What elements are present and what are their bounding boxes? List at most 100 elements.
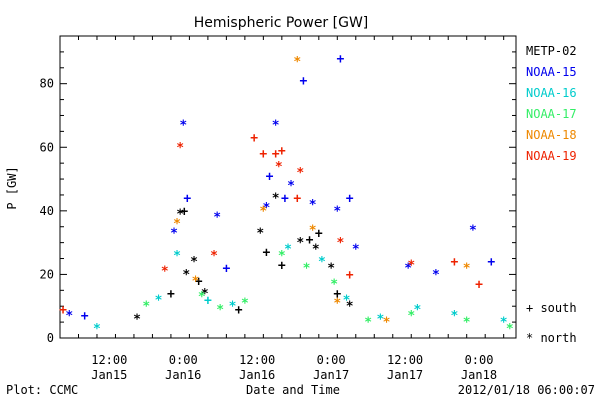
data-point-noaa-15: * bbox=[287, 179, 295, 194]
data-point-metp-02: * bbox=[190, 255, 198, 270]
data-point-metp-02: * bbox=[176, 208, 184, 223]
x-tick-date-label: Jan15 bbox=[91, 368, 127, 382]
data-point-noaa-15: * bbox=[352, 242, 360, 257]
data-point-noaa-16: * bbox=[413, 303, 421, 318]
data-point-noaa-19: + bbox=[278, 144, 286, 159]
data-point-noaa-18: * bbox=[259, 204, 267, 219]
x-tick-time-label: 0:00 bbox=[465, 353, 494, 367]
data-point-noaa-19: + bbox=[59, 303, 67, 318]
data-point-noaa-16: + bbox=[204, 293, 212, 308]
data-point-noaa-16: * bbox=[173, 249, 181, 264]
data-point-metp-02: * bbox=[182, 268, 190, 283]
y-axis-label: P [GW] bbox=[5, 166, 19, 209]
data-point-noaa-17: * bbox=[142, 300, 150, 315]
legend-entry: NOAA-19 bbox=[526, 149, 577, 163]
data-point-noaa-17: * bbox=[407, 309, 415, 324]
data-point-noaa-15: * bbox=[213, 211, 221, 226]
plot-timestamp: 2012/01/18 06:00:07 bbox=[458, 383, 595, 397]
data-point-noaa-16: * bbox=[229, 300, 237, 315]
y-tick-label: 40 bbox=[40, 204, 54, 218]
data-point-noaa-15: * bbox=[272, 119, 280, 134]
x-tick-time-label: 0:00 bbox=[317, 353, 346, 367]
x-tick-date-label: Jan17 bbox=[313, 368, 349, 382]
data-point-noaa-17: * bbox=[303, 262, 311, 277]
data-point-noaa-17: * bbox=[506, 322, 514, 337]
data-point-noaa-15: + bbox=[281, 192, 289, 207]
marker-legend: + south * north bbox=[526, 301, 577, 345]
data-point-noaa-19: + bbox=[450, 255, 458, 270]
x-tick-time-label: 12:00 bbox=[91, 353, 127, 367]
data-point-noaa-15: + bbox=[346, 192, 354, 207]
data-point-noaa-16: * bbox=[155, 293, 163, 308]
x-axis-label: Date and Time bbox=[246, 383, 340, 397]
data-point-metp-02: + bbox=[180, 204, 188, 219]
data-point-noaa-15: * bbox=[469, 223, 477, 238]
data-point-noaa-16: * bbox=[318, 255, 326, 270]
data-point-noaa-19: + bbox=[272, 147, 280, 162]
plot-credit: Plot: CCMC bbox=[6, 383, 78, 397]
data-point-metp-02: * bbox=[133, 312, 141, 327]
data-point-noaa-18: * bbox=[333, 297, 341, 312]
data-point-noaa-16: * bbox=[377, 312, 385, 327]
x-tick-time-label: 12:00 bbox=[387, 353, 423, 367]
data-point-noaa-16: * bbox=[500, 316, 508, 331]
data-point-noaa-19: + bbox=[259, 147, 267, 162]
data-point-noaa-16: * bbox=[284, 242, 292, 257]
data-point-metp-02: * bbox=[327, 262, 335, 277]
data-point-noaa-17: * bbox=[241, 297, 249, 312]
data-point-noaa-18: * bbox=[293, 55, 301, 70]
data-point-noaa-15: + bbox=[183, 192, 191, 207]
x-axis: 12:00Jan150:00Jan1612:00Jan160:00Jan1712… bbox=[59, 36, 505, 382]
data-point-noaa-18: * bbox=[309, 223, 317, 238]
data-point-noaa-15: + bbox=[299, 74, 307, 89]
data-point-noaa-18: * bbox=[173, 217, 181, 232]
data-point-noaa-15: + bbox=[81, 309, 89, 324]
x-tick-date-label: Jan16 bbox=[239, 368, 275, 382]
series-legend: METP-02 NOAA-15 NOAA-16 NOAA-17 NOAA-18 NOAA-… bbox=[526, 44, 577, 163]
marker-legend-entry: + south bbox=[526, 301, 577, 315]
data-point-noaa-19: + bbox=[250, 131, 258, 146]
data-point-noaa-15: * bbox=[404, 262, 412, 277]
data-point-noaa-15: * bbox=[263, 201, 271, 216]
data-point-noaa-17: * bbox=[216, 303, 224, 318]
data-point-noaa-19: + bbox=[475, 277, 483, 292]
legend-entry: NOAA-16 bbox=[526, 86, 577, 100]
data-point-noaa-16: * bbox=[93, 322, 101, 337]
legend-entry: METP-02 bbox=[526, 44, 577, 58]
y-axis: 0 20 40 60 80 bbox=[40, 35, 516, 345]
data-point-noaa-15: * bbox=[170, 227, 178, 242]
data-point-noaa-15: + bbox=[266, 169, 274, 184]
data-point-metp-02: + bbox=[333, 287, 341, 302]
y-tick-label: 0 bbox=[47, 331, 54, 345]
x-tick-date-label: Jan17 bbox=[387, 368, 423, 382]
data-point-noaa-19: * bbox=[275, 160, 283, 175]
data-point-noaa-15: + bbox=[487, 255, 495, 270]
data-point-noaa-16: * bbox=[450, 309, 458, 324]
x-tick-time-label: 12:00 bbox=[239, 353, 275, 367]
x-tick-date-label: Jan18 bbox=[461, 368, 497, 382]
legend-entry: NOAA-15 bbox=[526, 65, 577, 79]
data-point-noaa-17: * bbox=[364, 316, 372, 331]
data-point-noaa-19: * bbox=[210, 249, 218, 264]
data-point-noaa-19: * bbox=[296, 166, 304, 181]
data-point-noaa-17: * bbox=[330, 277, 338, 292]
data-point-metp-02: + bbox=[306, 233, 314, 248]
data-point-noaa-15: * bbox=[65, 309, 73, 324]
data-point-noaa-19: * bbox=[407, 258, 415, 273]
data-point-noaa-15: * bbox=[432, 268, 440, 283]
x-tick-date-label: Jan16 bbox=[165, 368, 201, 382]
data-point-noaa-18: * bbox=[463, 262, 471, 277]
y-tick-label: 20 bbox=[40, 267, 54, 281]
marker-legend-entry: * north bbox=[526, 331, 577, 345]
data-point-noaa-17: * bbox=[198, 290, 206, 305]
data-point-noaa-17: * bbox=[278, 249, 286, 264]
data-point-noaa-18: * bbox=[383, 316, 391, 331]
y-tick-label: 80 bbox=[40, 77, 54, 91]
data-point-noaa-19: + bbox=[346, 268, 354, 283]
legend-entry: NOAA-17 bbox=[526, 107, 577, 121]
plot-area-frame bbox=[59, 35, 517, 339]
data-point-noaa-17: * bbox=[463, 316, 471, 331]
data-point-metp-02: * bbox=[346, 300, 354, 315]
data-point-noaa-15: * bbox=[309, 198, 317, 213]
